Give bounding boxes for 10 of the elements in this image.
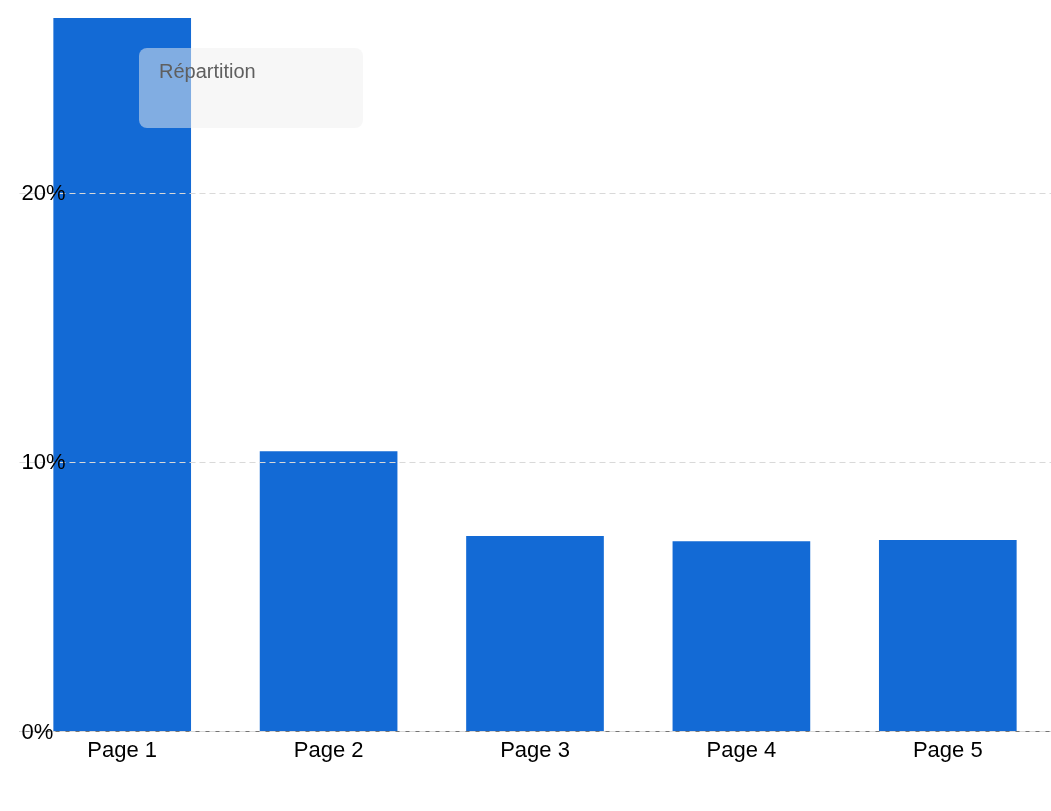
y-tick-label: 0% [21,718,54,744]
bar [466,535,604,731]
x-tick-label: Page 1 [87,736,158,762]
bar [259,451,398,731]
x-tick-label: Page 2 [293,736,364,762]
x-tick-label: Page 5 [912,736,983,762]
x-tick-label: Page 4 [706,736,777,762]
x-tick-label: Page 3 [500,736,570,762]
bar [878,539,1017,731]
bar [672,541,811,731]
